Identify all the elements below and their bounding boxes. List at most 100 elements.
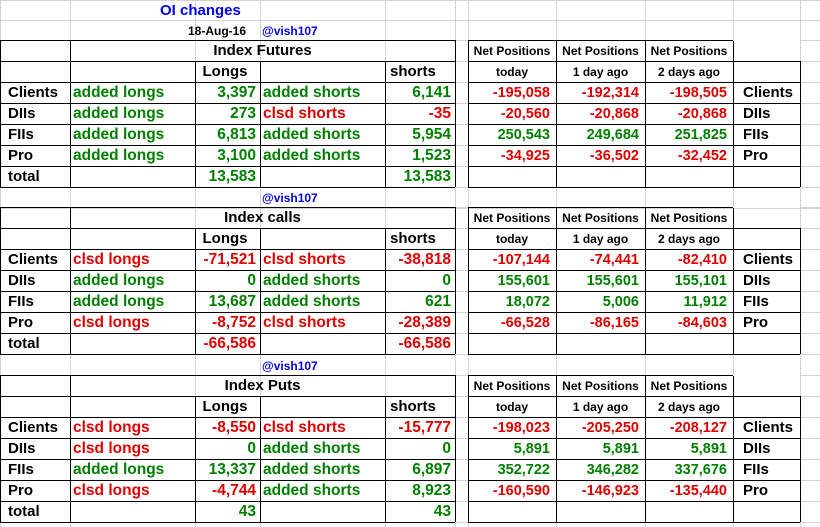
net-position-value[interactable]: -82,410 [677, 251, 727, 268]
short-action[interactable]: added shorts [263, 83, 361, 101]
total-longs-value[interactable]: 13,583 [208, 167, 256, 185]
shorts-value[interactable]: 6,141 [412, 83, 451, 101]
net-position-value[interactable]: 250,543 [497, 126, 550, 143]
row-label-right[interactable]: Pro [743, 314, 769, 331]
net-positions-header[interactable]: Net Positions [473, 43, 551, 58]
shorts-value[interactable]: 621 [425, 292, 451, 310]
net-position-value[interactable]: -205,250 [581, 419, 639, 436]
net-position-value[interactable]: 249,684 [586, 126, 639, 143]
net-position-value[interactable]: -36,502 [589, 147, 639, 164]
long-action[interactable]: clsd longs [73, 481, 150, 499]
net-position-value[interactable]: 5,891 [602, 440, 639, 457]
total-label[interactable]: total [8, 168, 40, 185]
shorts-value[interactable]: 6,897 [412, 460, 451, 478]
shorts-header[interactable]: shorts [390, 230, 436, 247]
short-action[interactable]: added shorts [263, 146, 361, 164]
net-position-value[interactable]: -198,023 [492, 419, 550, 436]
sheet-title[interactable]: OI changes [160, 1, 241, 19]
short-action[interactable]: clsd shorts [263, 250, 346, 268]
net-position-value[interactable]: 155,601 [497, 272, 550, 289]
long-action[interactable]: added longs [73, 271, 165, 289]
short-action[interactable]: added shorts [263, 292, 361, 310]
shorts-value[interactable]: 8,923 [412, 481, 451, 499]
longs-value[interactable]: 0 [247, 271, 256, 289]
net-position-value[interactable]: -84,603 [677, 314, 727, 331]
short-action[interactable]: clsd shorts [263, 104, 346, 122]
longs-value[interactable]: 0 [247, 439, 256, 457]
row-label-right[interactable]: FIIs [743, 461, 769, 478]
row-label-right[interactable]: Clients [743, 419, 794, 436]
net-position-value[interactable]: -146,923 [581, 482, 639, 499]
net-positions-header[interactable]: Net Positions [562, 210, 639, 225]
net-position-value[interactable]: 352,722 [497, 461, 550, 478]
net-position-value[interactable]: 337,676 [674, 461, 727, 478]
net-positions-header[interactable]: Net Positions [473, 210, 551, 225]
longs-value[interactable]: -4,744 [212, 481, 256, 499]
row-label[interactable]: DIIs [8, 105, 36, 122]
section-title[interactable]: Index calls [224, 209, 301, 226]
net-position-value[interactable]: -160,590 [492, 482, 550, 499]
total-longs-value[interactable]: -66,586 [203, 334, 256, 352]
row-label[interactable]: FIIs [8, 126, 34, 143]
longs-header[interactable]: Longs [202, 63, 248, 80]
net-position-value[interactable]: -192,314 [581, 84, 639, 101]
section-title[interactable]: Index Futures [213, 42, 312, 59]
net-position-value[interactable]: -86,165 [589, 314, 639, 331]
row-label-right[interactable]: DIIs [743, 105, 771, 122]
short-action[interactable]: added shorts [263, 460, 361, 478]
handle-cell[interactable]: @vish107 [262, 358, 318, 373]
long-action[interactable]: clsd longs [73, 439, 150, 457]
net-position-value[interactable]: -20,868 [677, 105, 727, 122]
net-position-value[interactable]: -195,058 [492, 84, 550, 101]
longs-value[interactable]: 6,813 [217, 125, 256, 143]
row-label[interactable]: Pro [8, 482, 34, 499]
net-position-value[interactable]: -32,452 [677, 147, 727, 164]
total-label[interactable]: total [8, 335, 40, 352]
longs-header[interactable]: Longs [202, 398, 248, 415]
one-day-ago-header[interactable]: 1 day ago [572, 231, 629, 246]
two-days-ago-header[interactable]: 2 days ago [657, 399, 721, 414]
row-label-right[interactable]: Clients [743, 251, 794, 268]
longs-value[interactable]: -8,752 [212, 313, 256, 331]
net-position-value[interactable]: 5,891 [513, 440, 550, 457]
date-cell[interactable]: 18-Aug-16 [188, 23, 247, 38]
long-action[interactable]: clsd longs [73, 313, 150, 331]
net-position-value[interactable]: 5,891 [690, 440, 727, 457]
short-action[interactable]: added shorts [263, 125, 361, 143]
row-label[interactable]: DIIs [8, 440, 36, 457]
today-header[interactable]: today [495, 399, 528, 414]
shorts-value[interactable]: 5,954 [412, 125, 451, 143]
net-position-value[interactable]: 5,006 [602, 293, 639, 310]
long-action[interactable]: added longs [73, 83, 165, 101]
one-day-ago-header[interactable]: 1 day ago [572, 399, 629, 414]
short-action[interactable]: added shorts [263, 439, 361, 457]
net-positions-header[interactable]: Net Positions [473, 378, 551, 393]
long-action[interactable]: added longs [73, 292, 165, 310]
net-positions-header[interactable]: Net Positions [562, 43, 639, 58]
long-action[interactable]: clsd longs [73, 418, 150, 436]
long-action[interactable]: added longs [73, 460, 165, 478]
shorts-value[interactable]: -38,818 [398, 250, 451, 268]
net-position-value[interactable]: 18,072 [505, 293, 550, 310]
total-shorts-value[interactable]: -66,586 [398, 334, 451, 352]
net-position-value[interactable]: 346,282 [586, 461, 639, 478]
today-header[interactable]: today [495, 231, 528, 246]
short-action[interactable]: clsd shorts [263, 313, 346, 331]
net-position-value[interactable]: -107,144 [492, 251, 550, 268]
two-days-ago-header[interactable]: 2 days ago [657, 231, 721, 246]
row-label[interactable]: Clients [8, 419, 59, 436]
row-label-right[interactable]: DIIs [743, 272, 771, 289]
longs-value[interactable]: 273 [230, 104, 256, 122]
long-action[interactable]: added longs [73, 125, 165, 143]
total-label[interactable]: total [8, 503, 40, 520]
longs-value[interactable]: -71,521 [203, 250, 256, 268]
row-label-right[interactable]: DIIs [743, 440, 771, 457]
total-shorts-value[interactable]: 13,583 [403, 167, 451, 185]
row-label[interactable]: Pro [8, 147, 34, 164]
longs-value[interactable]: -8,550 [212, 418, 256, 436]
net-position-value[interactable]: -20,868 [589, 105, 639, 122]
row-label-right[interactable]: Clients [743, 84, 794, 101]
net-position-value[interactable]: 155,101 [674, 272, 727, 289]
shorts-value[interactable]: -15,777 [398, 418, 451, 436]
longs-value[interactable]: 3,100 [217, 146, 256, 164]
